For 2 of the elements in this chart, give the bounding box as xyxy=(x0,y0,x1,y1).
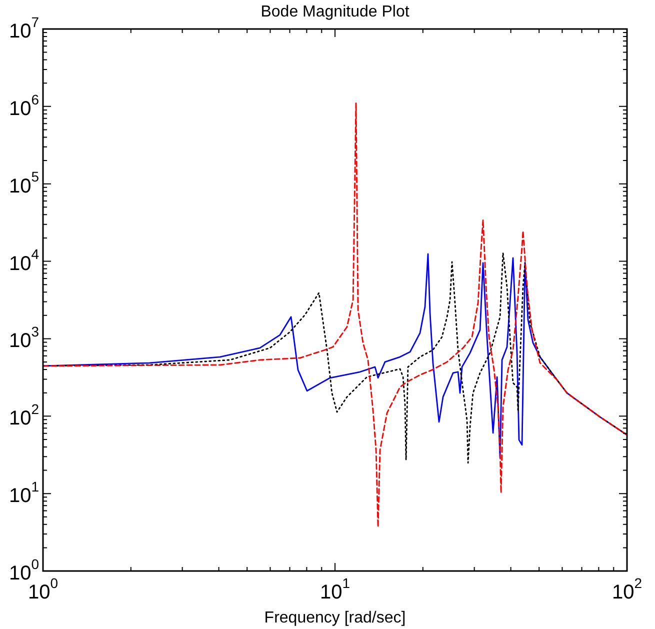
x-axis-title: Frequency [rad/sec] xyxy=(264,609,406,626)
chart-title: Bode Magnitude Plot xyxy=(260,3,410,20)
